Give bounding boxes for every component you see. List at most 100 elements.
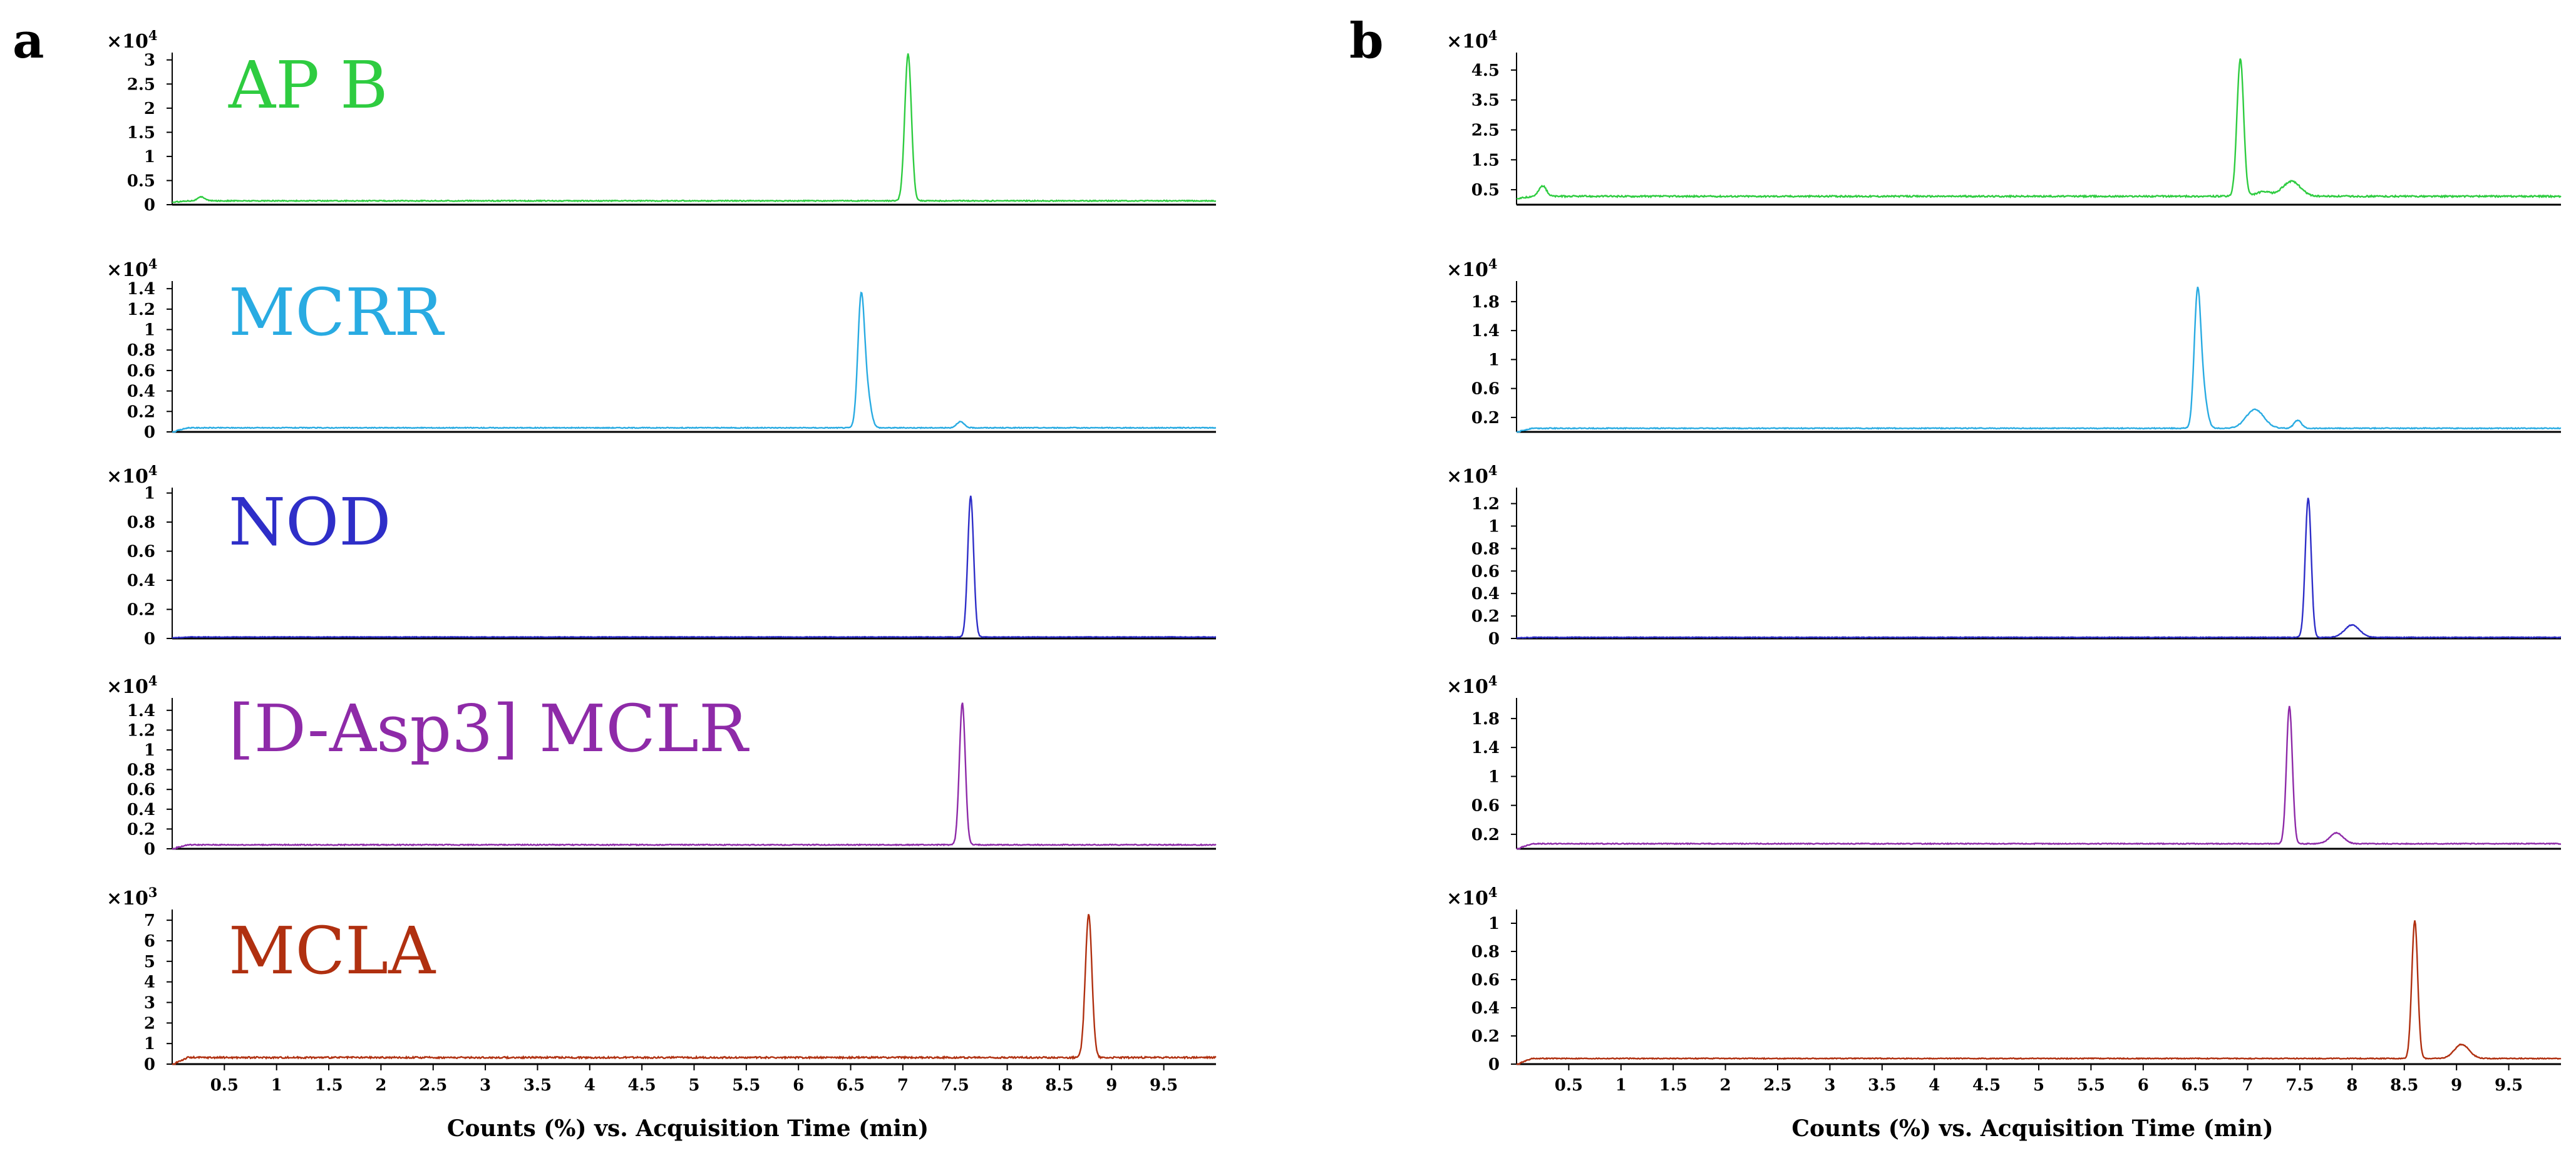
- x-tick-label: 9.5: [1150, 1076, 1178, 1095]
- x-tick-label: 3: [480, 1076, 491, 1095]
- y-tick-label: 1.4: [127, 280, 155, 299]
- x-tick-label: 6: [793, 1076, 804, 1095]
- trace-nod: [172, 495, 1217, 639]
- panel-letter-a: a: [13, 13, 44, 69]
- compound-label: AP B: [228, 47, 388, 123]
- subplot-a-2: 0 0.20.40.6 0.81 1.21.4×104 MCRR: [106, 256, 1217, 442]
- y-tick-label: 0.4: [1471, 585, 1500, 603]
- exponent-base: ×10: [1446, 676, 1488, 698]
- exponent-power: 4: [1488, 256, 1498, 272]
- y-tick-label: 0.8: [1471, 540, 1500, 558]
- y-tick-label: 4: [144, 973, 155, 992]
- y-tick-label: 0.6: [1471, 562, 1500, 581]
- trace-series-1: [1517, 58, 2562, 200]
- y-exponent-label: ×104: [1446, 28, 1498, 53]
- y-tick-label: 6: [144, 932, 155, 951]
- panel-b: b0.51.52.53.54.5×1040.20.611.41.8×10400.…: [1349, 13, 2562, 1142]
- y-exponent-label: ×104: [1446, 463, 1498, 488]
- y-tick-label: 0.2: [1471, 1027, 1500, 1046]
- x-tick-label: 6: [2138, 1076, 2149, 1095]
- x-tick-label: 1: [1615, 1076, 1627, 1095]
- subplot-b-3: 0 0.2 0.4 0.6 0.8 1 1.2 ×104: [1446, 463, 2562, 648]
- y-tick-label: 1.8: [1471, 293, 1500, 312]
- x-tick-label: 7: [897, 1076, 909, 1095]
- y-tick-label: 1.5: [127, 123, 155, 142]
- x-tick-label: 3: [1824, 1076, 1835, 1095]
- x-axis-label: Counts (%) vs. Acquisition Time (min): [1791, 1115, 2273, 1142]
- x-tick-label: 8.5: [2390, 1076, 2418, 1095]
- exponent-power: 4: [148, 28, 158, 43]
- x-tick-label: 4.5: [628, 1076, 656, 1095]
- y-tick-label: 0.6: [1471, 971, 1500, 990]
- x-tick-label: 5: [2033, 1076, 2044, 1095]
- subplot-b-4: 0.2 0.6 1 1.4 1.8 ×104: [1446, 673, 2562, 850]
- y-tick-label: 0: [144, 840, 155, 859]
- x-tick-label: 0.5: [210, 1076, 239, 1095]
- subplot-b-1: 0.5 1.5 2.5 3.5 4.5 ×104: [1446, 28, 2562, 206]
- y-tick-label: 1: [144, 484, 155, 503]
- x-tick-label: 2: [375, 1076, 386, 1095]
- y-tick-label: 0.6: [127, 543, 155, 561]
- y-tick-label: 0.8: [127, 513, 155, 532]
- subplot-a-1: 0 0.5 1 1.5 2 2.5 3×104 AP B: [106, 28, 1217, 215]
- y-tick-label: 1.2: [127, 300, 155, 319]
- exponent-base: ×10: [106, 259, 148, 281]
- y-tick-label: 0.4: [127, 801, 155, 819]
- y-tick-label: 0.4: [1471, 999, 1500, 1018]
- y-tick-label: 0.2: [127, 820, 155, 839]
- y-tick-label: 0: [1488, 630, 1500, 648]
- exponent-power: 4: [1488, 28, 1498, 43]
- x-tick-label: 5: [688, 1076, 699, 1095]
- y-tick-label: 0.5: [127, 172, 155, 190]
- compound-label: MCRR: [229, 274, 445, 351]
- exponent-base: ×10: [1446, 31, 1488, 53]
- y-tick-label: 2.5: [127, 75, 155, 94]
- y-tick-label: 1.4: [127, 702, 155, 720]
- y-exponent-label: ×103: [106, 884, 158, 909]
- y-tick-label: 4.5: [1471, 61, 1500, 80]
- exponent-power: 4: [1488, 463, 1498, 478]
- x-tick-label: 0.5: [1555, 1076, 1583, 1095]
- y-tick-label: 0: [144, 1055, 155, 1074]
- trace-mcrr: [172, 291, 1217, 433]
- y-tick-label: 0.8: [1471, 943, 1500, 961]
- y-tick-label: 1.2: [127, 721, 155, 740]
- x-tick-label: 7: [2242, 1076, 2254, 1095]
- compound-label: [D-Asp3] MCLR: [229, 690, 750, 767]
- y-exponent-label: ×104: [1446, 673, 1498, 698]
- y-tick-label: 0.6: [127, 781, 155, 799]
- x-tick-label: 5.5: [2077, 1076, 2105, 1095]
- y-tick-label: 3: [144, 993, 155, 1012]
- exponent-power: 4: [148, 256, 158, 272]
- y-tick-label: 0.8: [127, 341, 155, 360]
- subplot-a-3: 0 0.2 0.4 0.6 0.8 1×104 NOD: [106, 463, 1217, 648]
- x-tick-label: 8: [2346, 1076, 2357, 1095]
- x-tick-label: 3.5: [523, 1076, 552, 1095]
- x-tick-label: 8: [1002, 1076, 1013, 1095]
- trace-series-3: [1517, 498, 2562, 639]
- trace-series-2: [1517, 286, 2562, 433]
- y-exponent-label: ×104: [1446, 884, 1498, 909]
- y-tick-label: 0.8: [127, 761, 155, 780]
- compound-label: NOD: [229, 484, 391, 560]
- x-tick-label: 1.5: [314, 1076, 343, 1095]
- x-tick-label: 9: [2451, 1076, 2462, 1095]
- y-tick-label: 0.2: [1471, 409, 1500, 428]
- y-tick-label: 0.2: [1471, 607, 1500, 626]
- trace-ap-b: [172, 53, 1217, 203]
- y-tick-label: 1: [1488, 517, 1500, 536]
- exponent-power: 4: [148, 463, 158, 478]
- y-tick-label: 1: [144, 148, 155, 167]
- trace--d-asp3-mclr: [172, 702, 1217, 850]
- y-tick-label: 0.4: [127, 382, 155, 401]
- exponent-power: 4: [1488, 884, 1498, 900]
- x-tick-label: 4.5: [1972, 1076, 2001, 1095]
- subplot-b-2: 0.2 0.6 1 1.4 1.8 ×104: [1446, 256, 2562, 433]
- y-exponent-label: ×104: [106, 463, 158, 488]
- x-tick-label: 6.5: [837, 1076, 865, 1095]
- x-tick-label: 2.5: [1763, 1076, 1791, 1095]
- y-tick-label: 5: [144, 953, 155, 971]
- y-tick-label: 2: [144, 100, 155, 118]
- y-tick-label: 0.6: [127, 362, 155, 381]
